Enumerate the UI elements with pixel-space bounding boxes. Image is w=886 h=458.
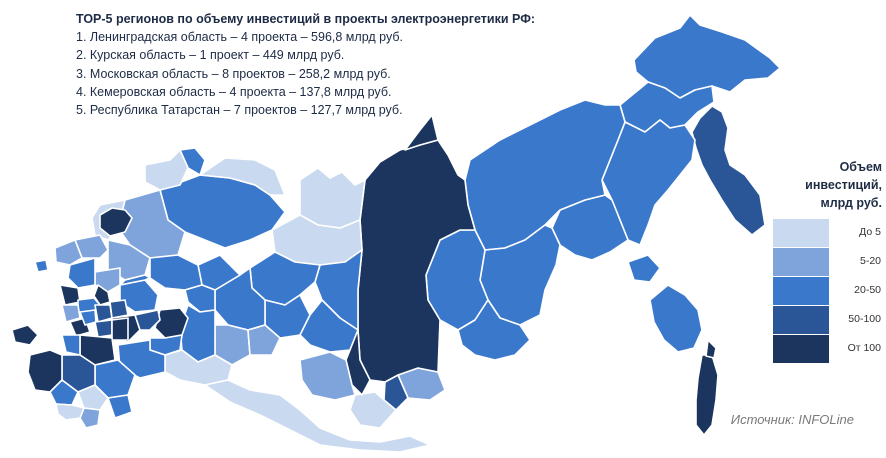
top5-item-3: 3. Московская область – 8 проектов – 258… [76,66,391,81]
region-taymyr [404,114,439,151]
legend-label-4: 50-100 [848,313,881,325]
region-nenets [199,157,286,196]
region-leningrad [99,207,133,237]
region-tatarstan [154,307,189,339]
region-altai-rep [349,391,397,429]
legend-label-5: От 100 [847,342,881,354]
legend-title: Объем инвестиций, млрд руб. [790,158,882,212]
region-kirov [149,254,203,291]
region-north-caucasus [55,403,85,421]
legend-swatch-1 [773,219,829,247]
region-stavropol [49,379,79,406]
region-sverdlovsk [214,267,266,331]
region-murmansk [144,149,189,191]
legend-label-2: 5-20 [859,255,881,267]
region-altai-krai [299,351,356,401]
region-sakhalin-n [705,339,717,359]
legend-swatch-3 [773,277,829,305]
region-primorye [649,284,703,353]
legend-item-3: 20-50 [773,277,883,305]
legend-item-4: 50-100 [773,306,883,334]
region-bryansk [61,304,81,323]
top5-item-5: 5. Республика Татарстан – 7 проектов – 1… [76,103,403,118]
region-kostroma [119,274,151,286]
region-kaliningrad [34,259,49,273]
top5-item-4: 4. Кемеровская область – 4 проекта – 137… [76,84,392,99]
legend-title-line-2: инвестиций, [805,178,882,192]
region-moscow [93,284,111,306]
top5-title: ТОР-5 регионов по объему инвестиций в пр… [76,12,536,26]
region-kamchatka [691,105,766,236]
region-kemerovo [345,329,371,396]
region-lipetsk [94,319,113,338]
legend-item-5: От 100 [773,335,883,363]
legend-label-1: До 5 [859,226,881,238]
legend-swatch-2 [773,248,829,276]
region-pskov [54,239,83,266]
region-kalmykia [77,384,109,411]
legend-swatch-5 [773,335,829,363]
legend-item-2: 5-20 [773,248,883,276]
top5-item-2: 2. Курская область – 1 проект – 449 млрд… [76,48,345,63]
region-jewish [627,254,661,283]
region-yamal [299,167,366,229]
source-note: Источник: INFOLine [730,412,854,427]
top5-item-1: 1. Ленинградская область – 4 проекта – 5… [76,30,403,45]
legend-title-line-1: Объем [839,160,882,174]
region-belgorod [61,334,81,356]
region-tambov [111,317,129,341]
region-orenburg [164,349,233,386]
region-crimea [11,324,39,346]
top5-list: ТОР-5 регионов по объему инвестиций в пр… [76,10,535,119]
legend-label-3: 20-50 [854,284,881,296]
region-ryazan [109,299,129,319]
region-smolensk [59,284,81,306]
region-kurgan [247,324,281,356]
region-kazakh-border-south [204,379,431,453]
region-astrakhan [107,394,133,419]
legend-swatch-4 [773,306,829,334]
region-buryatia [457,299,531,361]
region-tula [94,304,113,323]
region-sakhalin [695,354,719,436]
legend-title-line-3: млрд руб. [820,196,882,210]
legend-item-1: До 5 [773,219,883,247]
